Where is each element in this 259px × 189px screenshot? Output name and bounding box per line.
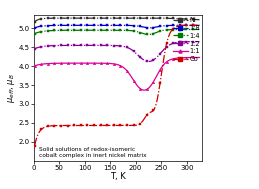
Y-axis label: $\mu_{eff}$, $\mu_B$: $\mu_{eff}$, $\mu_B$ bbox=[6, 73, 17, 103]
X-axis label: T, K: T, K bbox=[110, 172, 126, 181]
Legend: Ni, 1:8, 1:4, 1:2, 1:1, Co: Ni, 1:8, 1:4, 1:2, 1:1, Co bbox=[173, 17, 200, 62]
Text: Solid solutions of redox-isomeric
cobalt complex in inert nickel matrix: Solid solutions of redox-isomeric cobalt… bbox=[39, 146, 146, 158]
